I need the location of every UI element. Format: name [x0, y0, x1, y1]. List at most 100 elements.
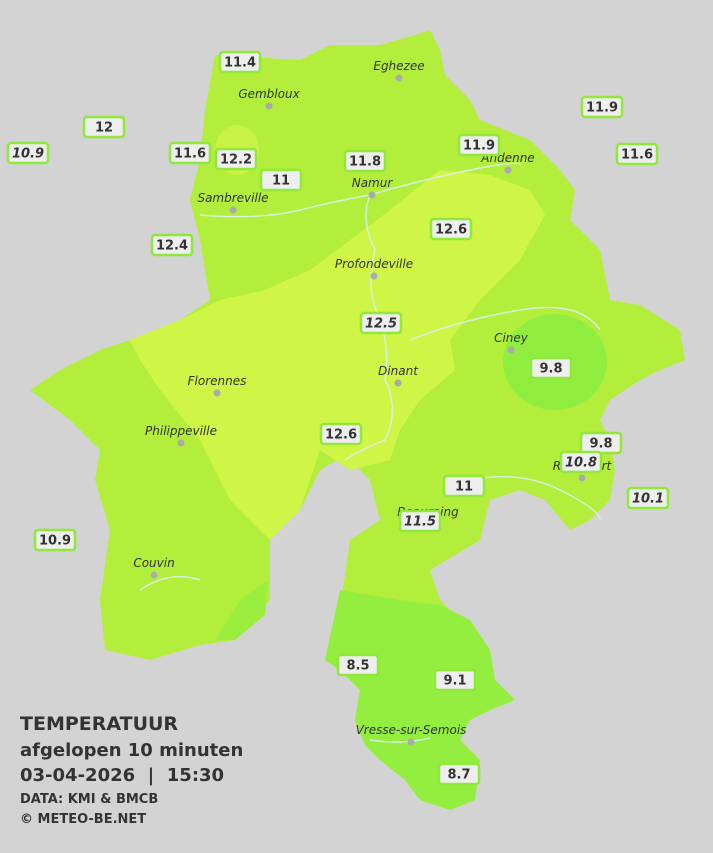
station-value: 8.5: [346, 659, 369, 674]
station-box: [442, 474, 486, 498]
station-value: 8.7: [447, 768, 470, 783]
station: 11.9: [457, 133, 501, 157]
station-box: [336, 653, 380, 677]
station-value: 11.4: [224, 56, 256, 71]
city-dot: [407, 738, 415, 746]
station-value: 12: [95, 121, 113, 136]
station: 9.8: [579, 431, 623, 455]
station-value: 12.6: [325, 428, 357, 443]
city-dot: [394, 379, 402, 387]
station-box: [150, 233, 194, 257]
station: 10.9: [6, 141, 50, 165]
station-value: 11.9: [586, 101, 618, 116]
city-label: Profondeville: [335, 257, 413, 271]
station-value: 9.8: [589, 437, 612, 452]
city-label: Sambreville: [197, 191, 268, 205]
station-value: 10.8: [565, 456, 597, 471]
city-label: Eghezee: [373, 59, 424, 73]
station: 11: [259, 168, 303, 192]
station: 11: [442, 474, 486, 498]
station-box: [359, 311, 403, 335]
city-label: Gembloux: [238, 87, 300, 101]
station-value: 12.6: [435, 223, 467, 238]
station: 11.8: [343, 149, 387, 173]
source: DATA: KMI & BMCB: [20, 792, 158, 807]
station: 11.6: [168, 141, 212, 165]
city-dot: [395, 74, 403, 82]
city-label: Vresse-sur-Semois: [356, 723, 467, 737]
station-value: 9.8: [539, 362, 562, 377]
station: 12.4: [150, 233, 194, 257]
station-value: 10.9: [12, 147, 44, 162]
station-box: [6, 141, 50, 165]
city-label: Florennes: [188, 374, 247, 388]
city-dot: [265, 102, 273, 110]
station: 9.8: [529, 356, 573, 380]
station-box: [218, 50, 262, 74]
station-box: [259, 168, 303, 192]
station-box: [580, 95, 624, 119]
station-value: 11.5: [404, 515, 436, 530]
warm-zone: [130, 170, 545, 540]
city-dot: [504, 166, 512, 174]
station: 9.1: [433, 668, 477, 692]
station-value: 11.6: [174, 147, 206, 162]
station-value: 11.6: [621, 148, 653, 163]
station-value: 11: [455, 480, 473, 495]
title: TEMPERATUUR: [20, 713, 178, 735]
station: 8.7: [437, 762, 481, 786]
station-box: [433, 668, 477, 692]
timestamp: 03-04-2026 | 15:30: [20, 765, 224, 786]
station: 12.6: [319, 422, 363, 446]
city-dot: [177, 439, 185, 447]
copyright: © METEO-BE.NET: [20, 812, 146, 827]
legend: TEMPERATUUR afgelopen 10 minuten 03-04-2…: [20, 713, 243, 827]
station: 12.6: [429, 217, 473, 241]
station: 11.9: [580, 95, 624, 119]
cool-zone: [215, 580, 268, 640]
province: [30, 30, 685, 810]
station: 11.6: [615, 142, 659, 166]
station-box: [615, 142, 659, 166]
station-value: 12.2: [220, 153, 252, 168]
station-value: 10.1: [632, 492, 664, 507]
station-value: 11.8: [349, 155, 381, 170]
station-box: [168, 141, 212, 165]
station: 10.9: [33, 528, 77, 552]
station: 12.2: [214, 147, 258, 171]
station-box: [398, 509, 442, 533]
station-box: [343, 149, 387, 173]
station: 11.4: [218, 50, 262, 74]
station-box: [529, 356, 573, 380]
station-box: [429, 217, 473, 241]
station-value: 11: [272, 174, 290, 189]
station-value: 10.9: [39, 534, 71, 549]
city-dot: [507, 346, 515, 354]
station-value: 12.4: [156, 239, 188, 254]
station: 12.5: [359, 311, 403, 335]
station-box: [626, 486, 670, 510]
station-box: [33, 528, 77, 552]
city-label: Couvin: [133, 556, 174, 570]
station-value: 9.1: [443, 674, 466, 689]
station-layer: 11.4 12 10.9 11.6 12.2 11 11.8 11.9 11.9 11.6 12.4…: [6, 50, 670, 786]
city-dot: [229, 206, 237, 214]
city-dot: [370, 272, 378, 280]
station-box: [437, 762, 481, 786]
city-dot: [213, 389, 221, 397]
city-label: Dinant: [378, 364, 419, 378]
city-label: Ciney: [494, 331, 529, 345]
city-label: Philippeville: [145, 424, 217, 438]
city-dot: [578, 474, 586, 482]
subtitle: afgelopen 10 minuten: [20, 740, 243, 761]
station-box: [319, 422, 363, 446]
station: 10.8: [559, 450, 603, 474]
station-box: [559, 450, 603, 474]
cool-zone: [325, 590, 515, 810]
station: 12: [82, 115, 126, 139]
station-value: 12.5: [365, 317, 397, 332]
station-value: 11.9: [463, 139, 495, 154]
city-dot: [150, 571, 158, 579]
station: 11.5: [398, 509, 442, 533]
